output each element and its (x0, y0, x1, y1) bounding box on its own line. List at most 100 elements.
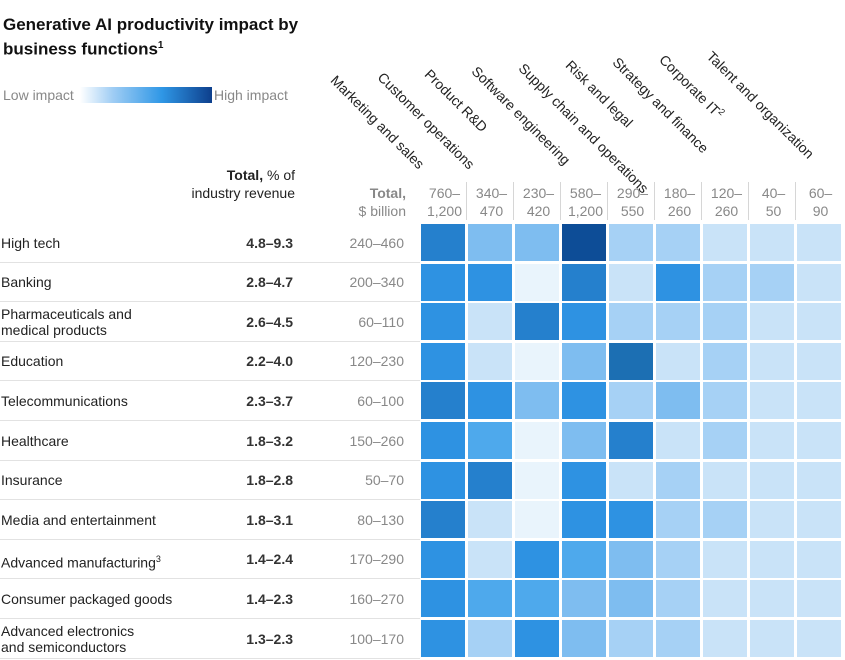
heatmap-cell (750, 422, 794, 459)
row-divider (0, 261, 420, 263)
heatmap-cell (421, 501, 465, 539)
heatmap-cell (562, 382, 606, 420)
row-divider (0, 538, 420, 540)
column-range: 180– 260 (657, 184, 703, 220)
heatmap-cell (609, 461, 653, 499)
chart-title: Generative AI productivity impact by bus… (3, 15, 299, 59)
heatmap-cell (797, 580, 841, 618)
heatmap-cell (468, 224, 512, 261)
heatmap-cell (750, 580, 794, 618)
heatmap-cell (562, 224, 606, 261)
row-label-line: medical products (1, 321, 107, 338)
column-range-line: 120– (710, 185, 743, 201)
row-label: Banking (1, 274, 52, 290)
heatmap-cell (609, 224, 653, 261)
heatmap-cell (468, 501, 512, 539)
row-label-line: Telecommunications (1, 392, 128, 409)
heatmap-cell (609, 422, 653, 459)
row-total-percent: 1.3–2.3 (246, 630, 293, 647)
column-range-line: 60– (808, 185, 833, 201)
row-total-billion: 120–230 (349, 353, 404, 370)
column-range-line: 40– (761, 185, 786, 201)
column-range: 40– 50 (751, 184, 797, 220)
column-range-line: 290– (616, 185, 649, 201)
heatmap-cell (609, 303, 653, 341)
column-range: 230– 420 (516, 184, 562, 220)
heatmap-cell (609, 263, 653, 301)
legend-high-label: High impact (214, 87, 288, 103)
heatmap-cell (562, 501, 606, 539)
heatmap-cell (656, 382, 700, 420)
heatmap-cell (468, 461, 512, 499)
heatmap-cell (750, 303, 794, 341)
column-range-line: 340– (475, 185, 508, 201)
heatmap-cell (750, 382, 794, 420)
row-label-line: Insurance (1, 472, 63, 489)
heatmap-cell (421, 580, 465, 618)
row-total-billion: 160–270 (349, 590, 404, 607)
row-label: Pharmaceuticals and medical products (1, 306, 132, 338)
column-range: 580– 1,200 (563, 184, 609, 220)
row-divider (0, 301, 420, 303)
row-label: Healthcare (1, 433, 69, 449)
column-range-line: 470 (479, 203, 504, 219)
row-label-line: Healthcare (1, 432, 69, 449)
column-label: Strategy and finance (609, 54, 712, 157)
heatmap-cell (515, 620, 559, 657)
heatmap-cell (703, 422, 747, 459)
heatmap-cell (421, 461, 465, 499)
column-range-line: 90 (812, 203, 829, 219)
column-range-line: 550 (620, 203, 645, 219)
heatmap-cell (750, 342, 794, 380)
row-total-percent: 1.8–3.1 (246, 511, 293, 528)
row-divider (0, 499, 420, 501)
heatmap-cell (468, 620, 512, 657)
row-total-percent: 2.6–4.5 (246, 313, 293, 330)
row-label: Consumer packaged goods (1, 591, 172, 607)
column-range-line: 1,200 (426, 203, 463, 219)
heatmap-cell (609, 540, 653, 578)
row-divider (0, 380, 420, 382)
heatmap-cell (421, 382, 465, 420)
heatmap-cell (515, 263, 559, 301)
heatmap-cell (421, 422, 465, 459)
heatmap-cell (656, 342, 700, 380)
heatmap-cell (421, 540, 465, 578)
row-total-billion: 150–260 (349, 432, 404, 449)
heatmap-cell (750, 501, 794, 539)
heatmap-cell (703, 224, 747, 261)
header-total-percent: Total, % of industry revenue (191, 167, 295, 201)
heatmap-cell (703, 540, 747, 578)
heatmap-cell (656, 620, 700, 657)
heatmap-cell (656, 303, 700, 341)
heatmap-cell (656, 461, 700, 499)
heatmap-cell (703, 501, 747, 539)
column-separator (748, 182, 749, 220)
column-range: 290– 550 (610, 184, 656, 220)
row-total-billion: 50–70 (365, 472, 404, 489)
column-range: 60– 90 (798, 184, 844, 220)
column-label: Marketing and sales (327, 72, 428, 172)
row-label: High tech (1, 235, 60, 251)
column-range-line: 260 (667, 203, 692, 219)
heatmap-cell (562, 422, 606, 459)
row-label-line: Consumer packaged goods (1, 590, 173, 607)
row-label: Media and entertainment (1, 512, 156, 528)
heatmap-cell (609, 382, 653, 420)
heatmap-cell (703, 620, 747, 657)
heatmap-cell (562, 263, 606, 301)
row-label: Insurance (1, 472, 62, 488)
column-separator (654, 182, 655, 220)
row-label: Education (1, 353, 63, 369)
column-range-line: 580– (569, 185, 602, 201)
heatmap-cell (703, 303, 747, 341)
heatmap-cell (656, 540, 700, 578)
row-label-line: Advanced manufacturing3 (1, 554, 161, 571)
row-total-billion: 200–340 (349, 274, 404, 291)
column-range-line: 760– (428, 185, 461, 201)
column-separator (466, 182, 467, 220)
heatmap-cell (421, 303, 465, 341)
heatmap-cell (562, 342, 606, 380)
row-divider (0, 657, 420, 659)
heatmap-cell (797, 303, 841, 341)
